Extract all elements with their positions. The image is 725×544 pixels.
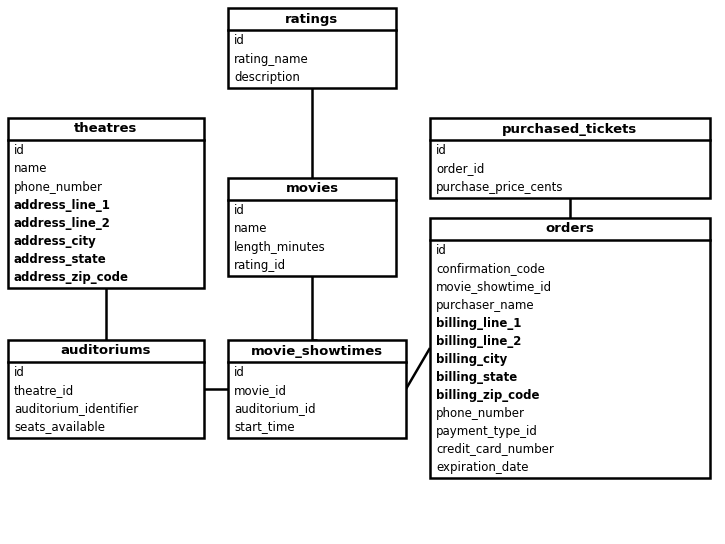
Text: auditorium_identifier: auditorium_identifier <box>14 403 138 416</box>
Text: billing_line_2: billing_line_2 <box>436 335 521 348</box>
Text: billing_city: billing_city <box>436 353 507 366</box>
Text: name: name <box>234 222 268 236</box>
Bar <box>228 340 406 438</box>
Text: order_id: order_id <box>436 163 484 176</box>
Text: auditorium_id: auditorium_id <box>234 403 315 416</box>
Text: address_zip_code: address_zip_code <box>14 270 129 283</box>
Text: payment_type_id: payment_type_id <box>436 424 538 437</box>
Text: name: name <box>14 163 48 176</box>
Text: description: description <box>234 71 300 83</box>
Text: phone_number: phone_number <box>436 406 525 419</box>
Text: address_line_1: address_line_1 <box>14 199 111 212</box>
Text: purchase_price_cents: purchase_price_cents <box>436 181 563 194</box>
Text: credit_card_number: credit_card_number <box>436 442 554 455</box>
Text: purchaser_name: purchaser_name <box>436 299 534 312</box>
Bar <box>430 118 710 198</box>
Text: length_minutes: length_minutes <box>234 240 326 254</box>
Text: theatres: theatres <box>74 122 138 135</box>
Text: id: id <box>14 145 25 158</box>
Text: expiration_date: expiration_date <box>436 461 529 473</box>
Text: billing_zip_code: billing_zip_code <box>436 388 539 401</box>
Text: billing_line_1: billing_line_1 <box>436 317 521 330</box>
Text: address_state: address_state <box>14 252 107 265</box>
Text: ratings: ratings <box>286 13 339 26</box>
Text: start_time: start_time <box>234 421 294 434</box>
Text: phone_number: phone_number <box>14 181 103 194</box>
Text: movie_showtimes: movie_showtimes <box>251 344 383 357</box>
Bar <box>8 340 204 438</box>
Text: purchased_tickets: purchased_tickets <box>502 122 637 135</box>
Text: orders: orders <box>545 222 594 236</box>
Text: confirmation_code: confirmation_code <box>436 263 545 275</box>
Bar <box>430 218 710 478</box>
Text: movies: movies <box>286 182 339 195</box>
Bar <box>8 118 204 288</box>
Text: rating_name: rating_name <box>234 53 309 65</box>
Text: movie_showtime_id: movie_showtime_id <box>436 281 552 294</box>
Text: id: id <box>436 145 447 158</box>
Text: address_city: address_city <box>14 234 96 248</box>
Text: id: id <box>436 244 447 257</box>
Text: id: id <box>234 367 245 380</box>
Text: auditoriums: auditoriums <box>61 344 152 357</box>
Bar <box>228 8 396 88</box>
Text: id: id <box>234 34 245 47</box>
Text: address_line_2: address_line_2 <box>14 217 111 230</box>
Text: rating_id: rating_id <box>234 258 286 271</box>
Text: movie_id: movie_id <box>234 385 287 398</box>
Text: seats_available: seats_available <box>14 421 105 434</box>
Bar <box>228 178 396 276</box>
Text: billing_state: billing_state <box>436 370 517 384</box>
Text: theatre_id: theatre_id <box>14 385 74 398</box>
Text: id: id <box>234 205 245 218</box>
Text: id: id <box>14 367 25 380</box>
